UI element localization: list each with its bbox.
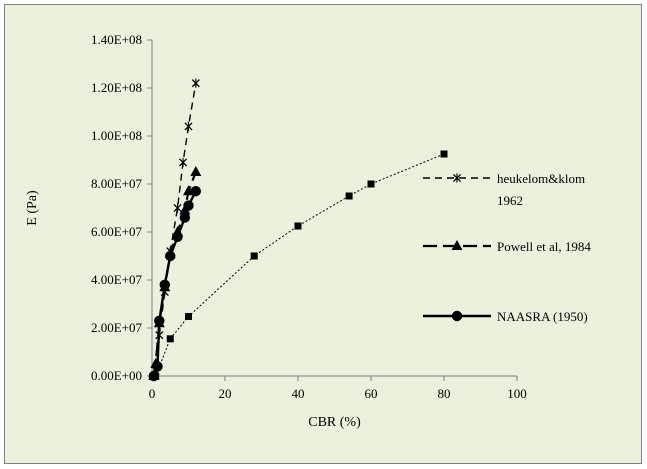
data-point bbox=[294, 222, 302, 230]
y-tick-label: 6.00E+07 bbox=[91, 224, 143, 239]
x-axis-title: CBR (%) bbox=[308, 415, 361, 430]
legend-label: heukelom&klom bbox=[497, 171, 585, 186]
series-3 bbox=[152, 150, 448, 380]
legend-marker bbox=[452, 173, 462, 183]
legend-label: NAASRA (1950) bbox=[497, 309, 588, 324]
data-point bbox=[150, 358, 162, 368]
data-point bbox=[440, 150, 448, 158]
data-point bbox=[191, 78, 200, 88]
data-point bbox=[250, 252, 258, 260]
y-tick-label: 0.00E+00 bbox=[91, 368, 142, 383]
legend-marker bbox=[451, 310, 463, 322]
data-point bbox=[190, 166, 202, 176]
x-tick-label: 80 bbox=[438, 386, 451, 401]
data-point bbox=[184, 121, 193, 131]
data-point bbox=[183, 185, 194, 196]
y-tick-label: 2.00E+07 bbox=[91, 320, 143, 335]
axes: 0 20 40 60 80 100 0.00E+00 2.00E+07 4.00E+07 6.00… bbox=[91, 32, 527, 401]
data-point bbox=[179, 204, 191, 215]
x-tick-label: 100 bbox=[507, 386, 527, 401]
series-0 bbox=[155, 78, 200, 340]
chart-frame bbox=[4, 4, 642, 464]
y-tick-label: 1.40E+08 bbox=[91, 32, 142, 47]
data-point bbox=[166, 335, 174, 343]
data-point bbox=[178, 157, 188, 167]
data-point bbox=[172, 226, 184, 236]
x-tick-label: 20 bbox=[219, 386, 232, 401]
legend: heukelom&klom 1962 Powell et al, 1984 NAASR… bbox=[423, 171, 591, 324]
data-point bbox=[148, 370, 160, 380]
x-tick-label: 40 bbox=[292, 386, 305, 401]
legend-item-0: heukelom&klom 1962 bbox=[423, 171, 585, 208]
legend-marker bbox=[451, 240, 463, 250]
series-layer bbox=[148, 78, 448, 382]
legend-item-2: NAASRA (1950) bbox=[423, 309, 588, 324]
data-point bbox=[166, 246, 175, 256]
series-line-3 bbox=[155, 153, 445, 377]
data-point bbox=[345, 192, 353, 200]
y-tick-label: 4.00E+07 bbox=[91, 272, 143, 287]
data-point bbox=[173, 203, 182, 213]
legend-label: 1962 bbox=[497, 193, 523, 208]
data-point bbox=[153, 317, 165, 328]
y-tick-label: 8.00E+07 bbox=[91, 176, 143, 191]
x-tick-label: 60 bbox=[365, 386, 378, 401]
data-point bbox=[155, 330, 164, 340]
data-point bbox=[185, 312, 192, 320]
y-tick-label: 1.00E+08 bbox=[91, 128, 142, 143]
y-axis-title: E (Pa) bbox=[25, 190, 40, 226]
x-tick-label: 0 bbox=[149, 386, 156, 401]
legend-item-1: Powell et al, 1984 bbox=[423, 239, 591, 254]
data-point bbox=[160, 287, 169, 297]
data-point bbox=[367, 180, 375, 188]
legend-label: Powell et al, 1984 bbox=[497, 239, 591, 254]
y-tick-label: 1.20E+08 bbox=[91, 80, 142, 95]
